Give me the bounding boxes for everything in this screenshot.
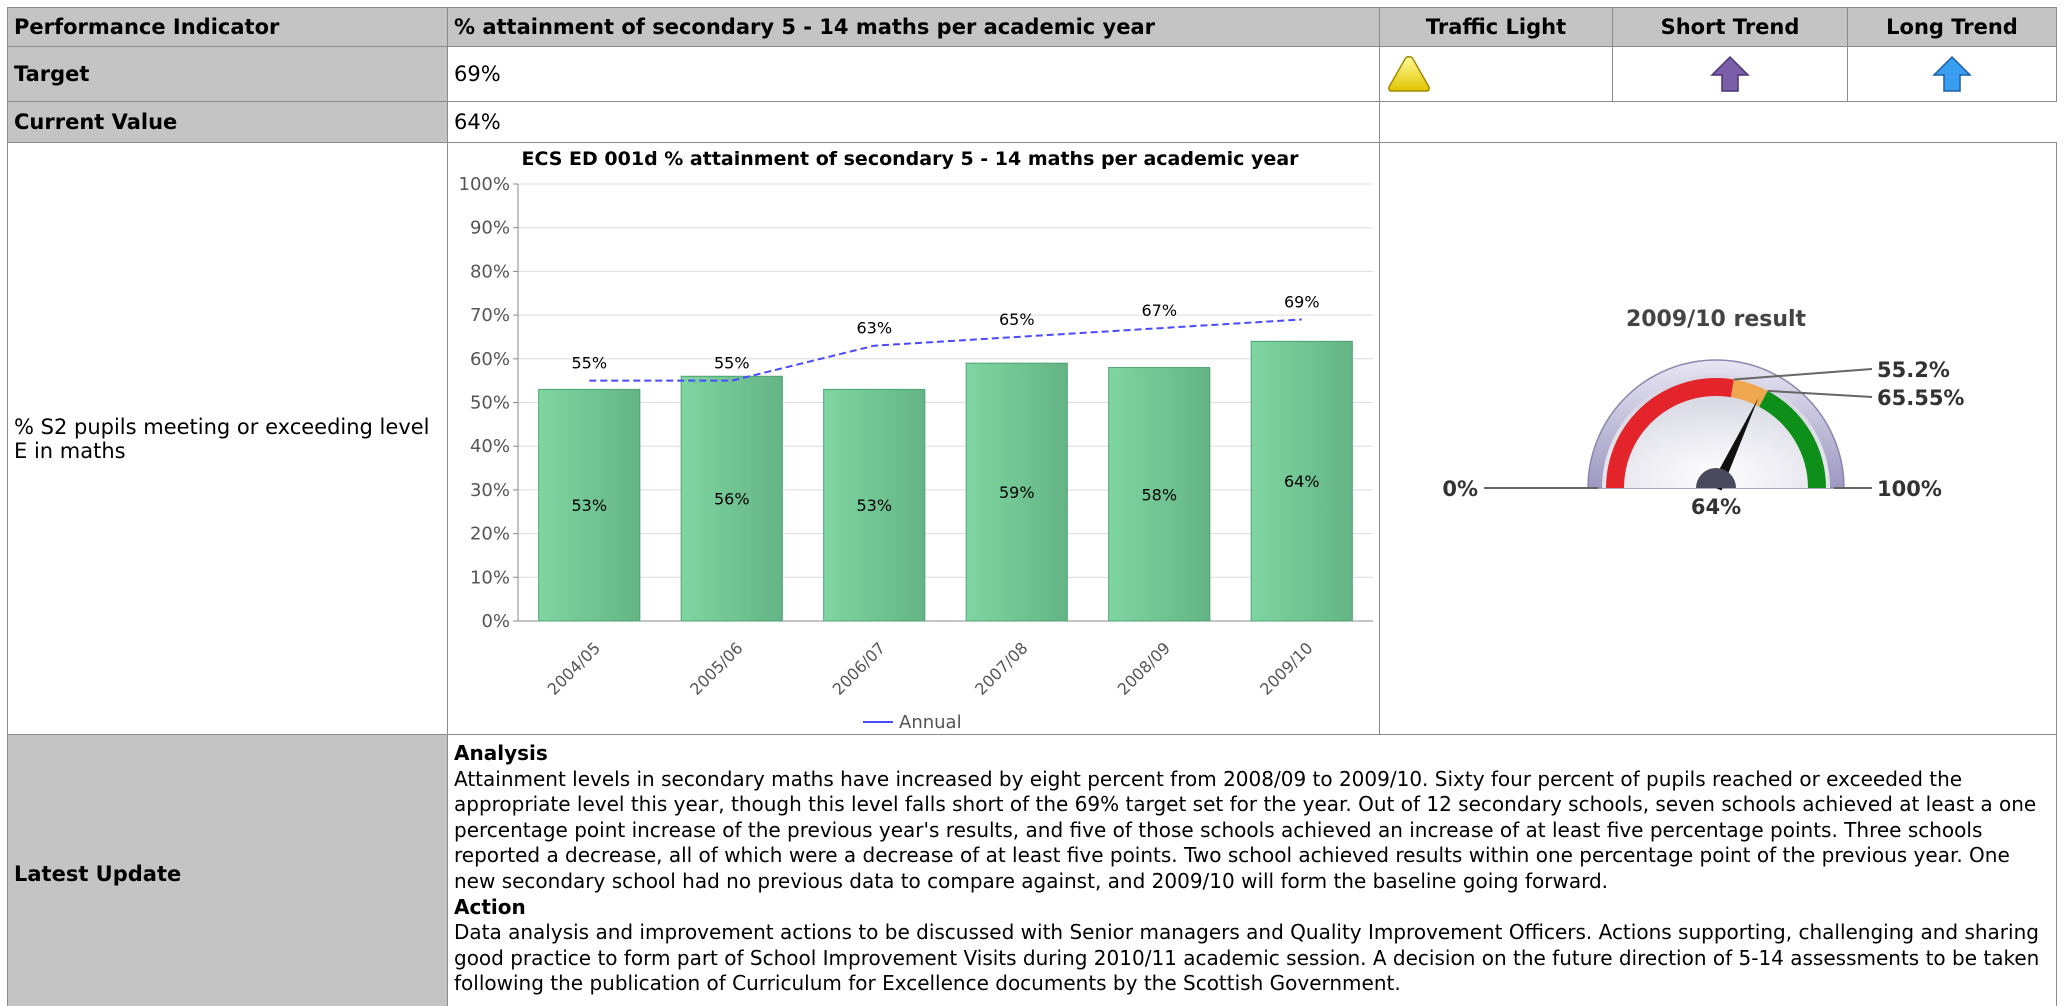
gauge-title: 2009/10 result [1626, 307, 1807, 332]
gauge-tick-label: 55.2% [1877, 358, 1950, 382]
bar-value-label: 53% [571, 496, 607, 515]
analysis-text: Attainment levels in secondary maths hav… [454, 767, 2036, 893]
long-trend-arrow [1930, 54, 1974, 94]
bar-value-label: 64% [1284, 472, 1320, 491]
header-cell: Long Trend [1847, 7, 2057, 47]
update-label: Latest Update [14, 862, 181, 886]
x-tick-label: 2005/06 [686, 638, 746, 698]
chart-cell: ECS ED 001d % attainment of secondary 5 … [447, 142, 1380, 735]
y-tick-label: 20% [470, 524, 510, 545]
analysis-heading: Analysis [454, 741, 2050, 767]
traffic-light-icon [1384, 52, 1434, 96]
x-tick-label: 2009/10 [1256, 638, 1316, 698]
action-heading: Action [454, 895, 2050, 921]
short-trend-arrow [1708, 54, 1752, 94]
bar-value-label: 53% [856, 496, 892, 515]
label-cell: Current Value [7, 101, 448, 143]
line-value-label: 55% [571, 354, 607, 373]
y-tick-label: 70% [470, 305, 510, 326]
value-cell: 69% [447, 46, 1380, 102]
y-tick-label: 80% [470, 261, 510, 282]
long-trend-cell [1847, 46, 2057, 102]
update-cell: Analysis Attainment levels in secondary … [447, 734, 2057, 1006]
y-tick-label: 0% [481, 611, 510, 632]
target-label: Target [14, 62, 89, 86]
description: % S2 pupils meeting or exceeding level E… [14, 415, 441, 463]
legend-label: Annual [899, 712, 962, 733]
short-trend-cell [1612, 46, 1848, 102]
chart-title: ECS ED 001d % attainment of secondary 5 … [521, 148, 1299, 170]
y-tick-label: 40% [470, 436, 510, 457]
x-tick-label: 2006/07 [829, 638, 889, 698]
y-tick-label: 60% [470, 349, 510, 370]
report-page: Performance Indicator % attainment of se… [0, 0, 2064, 1006]
bar-value-label: 59% [999, 483, 1035, 502]
header-text: Performance Indicator [14, 15, 279, 39]
gauge-cell: 2009/10 result 0% 55.2% 65.55% 100% 64% [1379, 142, 2057, 735]
label-cell: Latest Update [7, 734, 448, 1006]
y-tick-label: 100% [459, 174, 510, 195]
gauge-chart: 2009/10 result 0% 55.2% 65.55% 100% 64% [1380, 143, 2056, 734]
bar-chart: ECS ED 001d % attainment of secondary 5 … [448, 143, 1379, 734]
line-value-label: 63% [856, 319, 892, 338]
gauge-tick-label: 100% [1877, 477, 1942, 501]
y-tick-label: 30% [470, 480, 510, 501]
description-cell: % S2 pupils meeting or exceeding level E… [7, 142, 448, 735]
gauge-tick-label: 0% [1442, 477, 1478, 501]
gauge-tick-label: 65.55% [1877, 386, 1964, 410]
current-label: Current Value [14, 110, 177, 134]
line-value-label: 67% [1141, 301, 1177, 320]
line-value-label: 65% [999, 310, 1035, 329]
bar-value-label: 58% [1141, 485, 1177, 504]
action-text: Data analysis and improvement actions to… [454, 920, 2039, 995]
y-tick-label: 10% [470, 567, 510, 588]
header-text: Short Trend [1661, 15, 1800, 39]
current-value: 64% [454, 110, 501, 134]
x-tick-label: 2007/08 [971, 638, 1031, 698]
value-cell: 64% [447, 101, 1380, 143]
gauge-value-label: 64% [1691, 495, 1741, 519]
header-cell: % attainment of secondary 5 - 14 maths p… [447, 7, 1380, 47]
x-tick-label: 2008/09 [1114, 638, 1174, 698]
line-value-label: 55% [714, 354, 750, 373]
line-value-label: 69% [1284, 292, 1320, 311]
label-cell: Target [7, 46, 448, 102]
target-value: 69% [454, 62, 501, 86]
header-text: Long Trend [1886, 15, 2018, 39]
header-cell: Short Trend [1612, 7, 1848, 47]
x-tick-label: 2004/05 [544, 638, 604, 698]
header-cell: Performance Indicator [7, 7, 448, 47]
traffic-light-cell [1379, 46, 1613, 102]
header-text: % attainment of secondary 5 - 14 maths p… [454, 15, 1155, 39]
bar-value-label: 56% [714, 490, 750, 509]
header-text: Traffic Light [1426, 15, 1566, 39]
y-tick-label: 50% [470, 393, 510, 414]
header-cell: Traffic Light [1379, 7, 1613, 47]
y-tick-label: 90% [470, 218, 510, 239]
